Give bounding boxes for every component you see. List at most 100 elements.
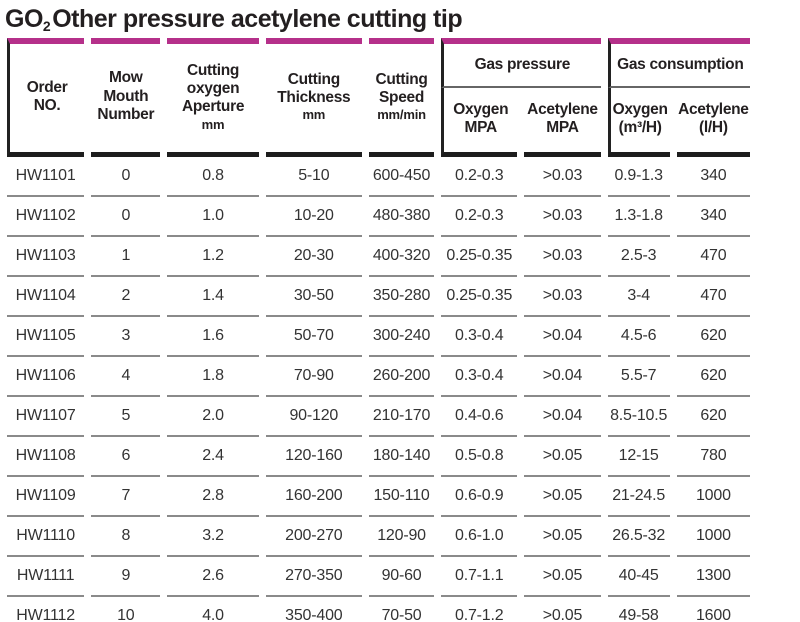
cell-mow-mouth-number: 5 <box>91 396 161 437</box>
cell-acetylene-lh: 780 <box>676 436 750 477</box>
table-row: HW1109 7 2.8 160-200 150-110 0.6-0.9 >0.05 21-2… <box>7 476 750 517</box>
cell-oxygen-m3h: 12-15 <box>607 436 670 477</box>
cell-oxygen-m3h: 3-4 <box>607 276 670 317</box>
cell-mow-mouth-number: 0 <box>91 196 161 237</box>
cell-cutting-speed: 70-50 <box>368 596 435 622</box>
cell-order-no: HW1105 <box>7 316 85 357</box>
cell-acetylene-lh: 470 <box>676 276 750 317</box>
table-body: HW1101 0 0.8 5-10 600-450 0.2-0.3 >0.03 0.9-1.3… <box>7 156 750 622</box>
cell-order-no: HW1107 <box>7 396 85 437</box>
header-line: Cutting <box>186 61 240 79</box>
cell-oxygen-mpa: 0.6-0.9 <box>441 476 518 517</box>
column-header-order-no: Order NO. <box>7 37 85 157</box>
cell-oxygen-m3h: 0.9-1.3 <box>607 156 670 197</box>
header-line: (l/H) <box>699 118 728 136</box>
cell-oxygen-mpa: 0.25-0.35 <box>441 276 518 317</box>
header-line: Acetylene <box>527 100 598 118</box>
cell-cutting-speed: 150-110 <box>368 476 435 517</box>
cell-acetylene-lh: 340 <box>676 196 750 237</box>
cell-acetylene-lh: 620 <box>676 396 750 437</box>
cell-cutting-oxygen-aperture: 2.0 <box>167 396 259 437</box>
header-line: Acetylene <box>678 100 749 118</box>
cell-oxygen-mpa: 0.2-0.3 <box>441 156 518 197</box>
cell-mow-mouth-number: 3 <box>91 316 161 357</box>
cell-mow-mouth-number: 6 <box>91 436 161 477</box>
cell-oxygen-m3h: 49-58 <box>607 596 670 622</box>
cell-cutting-thickness: 70-90 <box>265 356 362 397</box>
cell-mow-mouth-number: 0 <box>91 156 161 197</box>
table-row: HW1108 6 2.4 120-160 180-140 0.5-0.8 >0.05 12-1… <box>7 436 750 477</box>
header-line: Thickness <box>277 89 351 107</box>
header-line: Speed <box>379 89 425 107</box>
cell-acetylene-mpa: >0.04 <box>524 356 601 397</box>
header-line: MPA <box>464 118 498 136</box>
cutting-tip-spec-table: Order NO. Mow Mouth Number Cutting oxyge… <box>0 37 757 622</box>
cell-oxygen-mpa: 0.2-0.3 <box>441 196 518 237</box>
cell-cutting-thickness: 50-70 <box>265 316 362 357</box>
cell-cutting-speed: 300-240 <box>368 316 435 357</box>
cell-order-no: HW1111 <box>7 556 85 597</box>
header-line: Cutting <box>375 70 428 88</box>
title-text: Other pressure acetylene cutting tip <box>52 5 463 33</box>
cell-cutting-oxygen-aperture: 2.8 <box>167 476 259 517</box>
cell-cutting-speed: 400-320 <box>368 236 435 277</box>
column-header-cutting-oxygen-aperture: Cutting oxygen Aperture mm <box>167 37 259 157</box>
header-line: Oxygen <box>612 100 668 118</box>
cell-order-no: HW1103 <box>7 236 85 277</box>
cell-acetylene-mpa: >0.03 <box>524 276 601 317</box>
group-header-gas-pressure: Gas pressure <box>441 37 601 88</box>
column-header-cutting-speed: Cutting Speed mm/min <box>368 37 435 157</box>
cell-acetylene-lh: 470 <box>676 236 750 277</box>
cell-order-no: HW1102 <box>7 196 85 237</box>
cell-cutting-thickness: 30-50 <box>265 276 362 317</box>
cell-oxygen-mpa: 0.3-0.4 <box>441 356 518 397</box>
cell-cutting-thickness: 200-270 <box>265 516 362 557</box>
cell-acetylene-lh: 1000 <box>676 516 750 557</box>
cell-cutting-speed: 260-200 <box>368 356 435 397</box>
header-line: MPA <box>546 118 579 136</box>
header-line: Cutting <box>287 70 340 88</box>
cell-oxygen-m3h: 26.5-32 <box>607 516 670 557</box>
cell-mow-mouth-number: 4 <box>91 356 161 397</box>
cell-mow-mouth-number: 9 <box>91 556 161 597</box>
cell-order-no: HW1110 <box>7 516 85 557</box>
header-line: Mouth <box>103 87 149 105</box>
cell-order-no: HW1112 <box>7 596 85 622</box>
cell-cutting-oxygen-aperture: 1.0 <box>167 196 259 237</box>
cell-cutting-oxygen-aperture: 1.2 <box>167 236 259 277</box>
cell-cutting-thickness: 10-20 <box>265 196 362 237</box>
cell-cutting-speed: 180-140 <box>368 436 435 477</box>
cell-mow-mouth-number: 10 <box>91 596 161 622</box>
cell-acetylene-mpa: >0.05 <box>524 596 601 622</box>
header-line: Aperture <box>181 98 245 116</box>
column-header-acetylene-mpa: Acetylene MPA <box>524 87 601 157</box>
cell-oxygen-m3h: 21-24.5 <box>607 476 670 517</box>
cell-cutting-oxygen-aperture: 2.4 <box>167 436 259 477</box>
cell-cutting-oxygen-aperture: 2.6 <box>167 556 259 597</box>
cell-acetylene-mpa: >0.05 <box>524 436 601 477</box>
cell-acetylene-mpa: >0.05 <box>524 476 601 517</box>
cell-acetylene-mpa: >0.03 <box>524 236 601 277</box>
cell-acetylene-lh: 1300 <box>676 556 750 597</box>
header-line: oxygen <box>186 79 240 97</box>
cell-oxygen-mpa: 0.4-0.6 <box>441 396 518 437</box>
cell-cutting-thickness: 270-350 <box>265 556 362 597</box>
cell-oxygen-m3h: 2.5-3 <box>607 236 670 277</box>
title-subscript: 2 <box>42 18 51 34</box>
cell-cutting-oxygen-aperture: 1.8 <box>167 356 259 397</box>
cell-mow-mouth-number: 8 <box>91 516 161 557</box>
title-prefix: GO <box>5 5 43 33</box>
cell-oxygen-mpa: 0.3-0.4 <box>441 316 518 357</box>
table-row: HW1101 0 0.8 5-10 600-450 0.2-0.3 >0.03 0.9-1.3… <box>7 156 750 197</box>
cell-cutting-thickness: 20-30 <box>265 236 362 277</box>
header-unit: mm <box>201 116 225 132</box>
cell-cutting-speed: 120-90 <box>368 516 435 557</box>
table-row: HW1105 3 1.6 50-70 300-240 0.3-0.4 >0.04 4.5-6 6… <box>7 316 750 357</box>
cell-order-no: HW1108 <box>7 436 85 477</box>
cell-order-no: HW1101 <box>7 156 85 197</box>
cell-acetylene-lh: 340 <box>676 156 750 197</box>
cell-cutting-oxygen-aperture: 0.8 <box>167 156 259 197</box>
cell-cutting-speed: 350-280 <box>368 276 435 317</box>
cell-oxygen-mpa: 0.7-1.1 <box>441 556 518 597</box>
